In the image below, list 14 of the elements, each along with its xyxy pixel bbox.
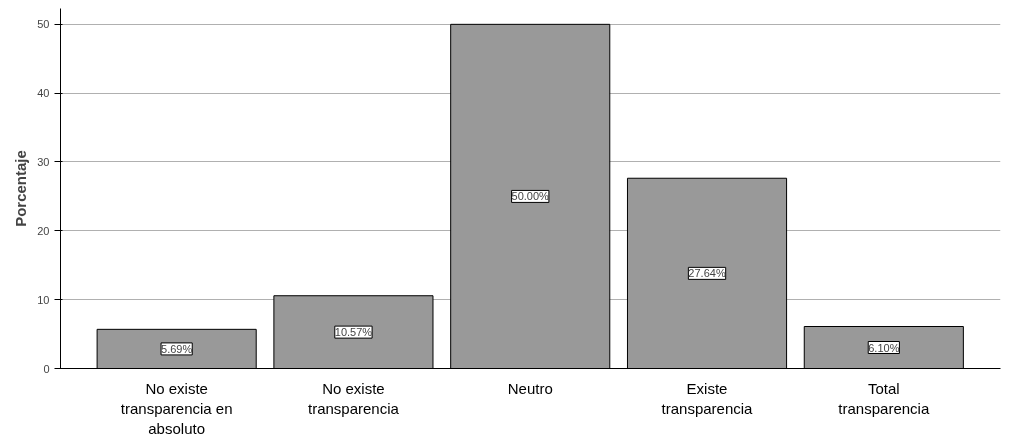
- y-tick-label: 20: [37, 224, 50, 237]
- x-tick-label: Existe transparencia: [661, 379, 754, 417]
- y-tick-label: 50: [37, 18, 50, 31]
- x-tick-label: Neutro: [507, 379, 553, 397]
- x-tick-label: Total transparencia: [838, 379, 930, 417]
- y-axis-title: Porcentaje: [12, 150, 30, 227]
- y-tick-label: 10: [37, 293, 50, 306]
- x-tick-label: No existe transparencia en absoluto: [120, 379, 233, 438]
- data-label: 10.57%: [334, 326, 373, 339]
- y-tick-label: 0: [43, 362, 50, 375]
- y-tick-label: 30: [37, 156, 50, 168]
- data-label: 6.10%: [868, 341, 900, 354]
- x-tick-label: No existe transparencia: [308, 379, 400, 417]
- y-tick-label: 40: [37, 87, 50, 100]
